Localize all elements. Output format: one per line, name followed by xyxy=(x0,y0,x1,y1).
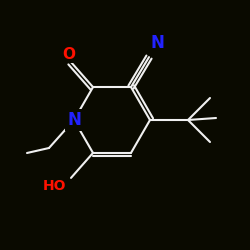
Text: O: O xyxy=(62,46,76,62)
Text: N: N xyxy=(150,34,164,52)
Text: N: N xyxy=(67,111,81,129)
Text: HO: HO xyxy=(43,179,67,193)
